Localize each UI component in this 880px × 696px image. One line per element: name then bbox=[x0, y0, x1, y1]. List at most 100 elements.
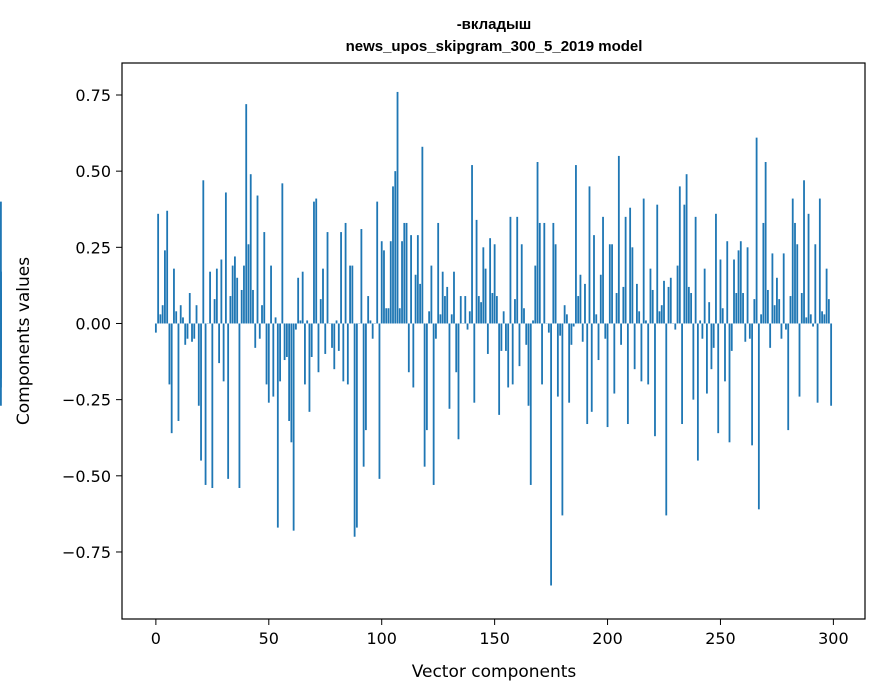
bar-296 bbox=[823, 314, 826, 324]
bar-104 bbox=[389, 241, 392, 324]
bar-274 bbox=[773, 305, 776, 324]
bar-224 bbox=[660, 305, 663, 324]
bar-91 bbox=[360, 229, 363, 324]
bar-52 bbox=[272, 323, 275, 397]
bar-127 bbox=[441, 271, 444, 324]
bar-115 bbox=[414, 274, 417, 324]
bar-133 bbox=[455, 323, 458, 373]
bar-150 bbox=[493, 244, 496, 324]
x-tick-label: 0 bbox=[151, 629, 161, 648]
bar-259 bbox=[739, 241, 742, 324]
x-axis-label: Vector components bbox=[412, 662, 577, 682]
bar-39 bbox=[243, 265, 245, 324]
bar-245 bbox=[708, 302, 711, 324]
bar-93 bbox=[365, 323, 367, 431]
bar-34 bbox=[231, 265, 234, 324]
bar-53 bbox=[274, 317, 277, 324]
bar-170 bbox=[538, 222, 541, 324]
bar-110 bbox=[403, 222, 406, 324]
y-tick-label: 0.25 bbox=[75, 238, 111, 257]
bar-20 bbox=[200, 323, 202, 461]
bar-261 bbox=[744, 323, 747, 342]
bar-149 bbox=[491, 293, 494, 324]
bars-group bbox=[0, 91, 833, 586]
bar-66 bbox=[304, 323, 306, 385]
bar-68 bbox=[308, 323, 311, 412]
bar-55 bbox=[279, 323, 281, 382]
bar-197 bbox=[599, 274, 602, 324]
bar-254 bbox=[728, 323, 731, 443]
bar-27 bbox=[215, 268, 218, 324]
bar-69 bbox=[310, 323, 313, 357]
bar-116 bbox=[416, 235, 419, 324]
bar-220 bbox=[651, 289, 654, 324]
bar-255 bbox=[730, 323, 733, 351]
bar-159 bbox=[514, 299, 516, 324]
bar-156 bbox=[507, 323, 510, 388]
bar-96 bbox=[371, 323, 374, 339]
bar-117 bbox=[419, 283, 422, 324]
bar-26 bbox=[213, 299, 216, 324]
bar-272 bbox=[769, 323, 772, 348]
bar-132 bbox=[453, 271, 455, 324]
bar-undefined bbox=[0, 201, 2, 324]
bar-64 bbox=[299, 320, 302, 324]
bar-24 bbox=[209, 271, 211, 324]
bar-182 bbox=[565, 314, 568, 324]
bar-209 bbox=[626, 323, 629, 425]
bar-230 bbox=[674, 323, 677, 330]
bar-45 bbox=[256, 195, 259, 324]
bar-297 bbox=[825, 268, 828, 324]
bar-81 bbox=[337, 323, 340, 351]
bar-266 bbox=[755, 137, 758, 324]
bar-129 bbox=[446, 286, 449, 324]
bar-152 bbox=[498, 323, 501, 415]
bar-292 bbox=[814, 244, 817, 324]
bar-194 bbox=[593, 235, 595, 324]
bar-86 bbox=[349, 265, 351, 324]
bar-268 bbox=[760, 314, 763, 324]
bar-223 bbox=[658, 311, 661, 324]
bar-35 bbox=[234, 256, 236, 324]
bar-15 bbox=[188, 293, 191, 324]
bar-269 bbox=[762, 222, 765, 324]
bar-72 bbox=[317, 323, 320, 373]
bar-210 bbox=[629, 207, 632, 324]
bar-283 bbox=[794, 222, 796, 324]
bar-18 bbox=[195, 305, 198, 324]
bar-54 bbox=[276, 323, 279, 528]
bar-6 bbox=[168, 323, 171, 385]
bar-32 bbox=[227, 323, 230, 479]
bar-225 bbox=[663, 280, 665, 324]
bar-240 bbox=[696, 323, 699, 461]
bar-60 bbox=[290, 323, 293, 443]
x-tick-label: 50 bbox=[259, 629, 279, 648]
bar-138 bbox=[466, 323, 469, 330]
bar-3 bbox=[161, 305, 164, 324]
bar-215 bbox=[640, 323, 643, 382]
bar-12 bbox=[182, 317, 184, 324]
bar-98 bbox=[376, 201, 379, 324]
bar-242 bbox=[701, 323, 704, 339]
bar-226 bbox=[665, 323, 668, 516]
bar-119 bbox=[423, 323, 426, 467]
plot-frame bbox=[121, 62, 866, 620]
bar-114 bbox=[412, 323, 415, 388]
bar-16 bbox=[191, 323, 193, 342]
bar-191 bbox=[586, 323, 589, 425]
bar-14 bbox=[186, 323, 189, 339]
bar-30 bbox=[222, 323, 225, 382]
bar-287 bbox=[803, 180, 805, 324]
bar-118 bbox=[421, 146, 424, 324]
bar-107 bbox=[396, 91, 399, 324]
bar-67 bbox=[306, 320, 309, 324]
bar-233 bbox=[681, 323, 683, 425]
bar-113 bbox=[410, 235, 412, 324]
bar-257 bbox=[735, 293, 738, 324]
bar-48 bbox=[263, 232, 266, 324]
bar-235 bbox=[685, 174, 688, 324]
bar-172 bbox=[543, 222, 546, 324]
bar-161 bbox=[518, 323, 521, 367]
bar-128 bbox=[444, 296, 446, 324]
y-tick-label: 0.00 bbox=[75, 314, 111, 333]
